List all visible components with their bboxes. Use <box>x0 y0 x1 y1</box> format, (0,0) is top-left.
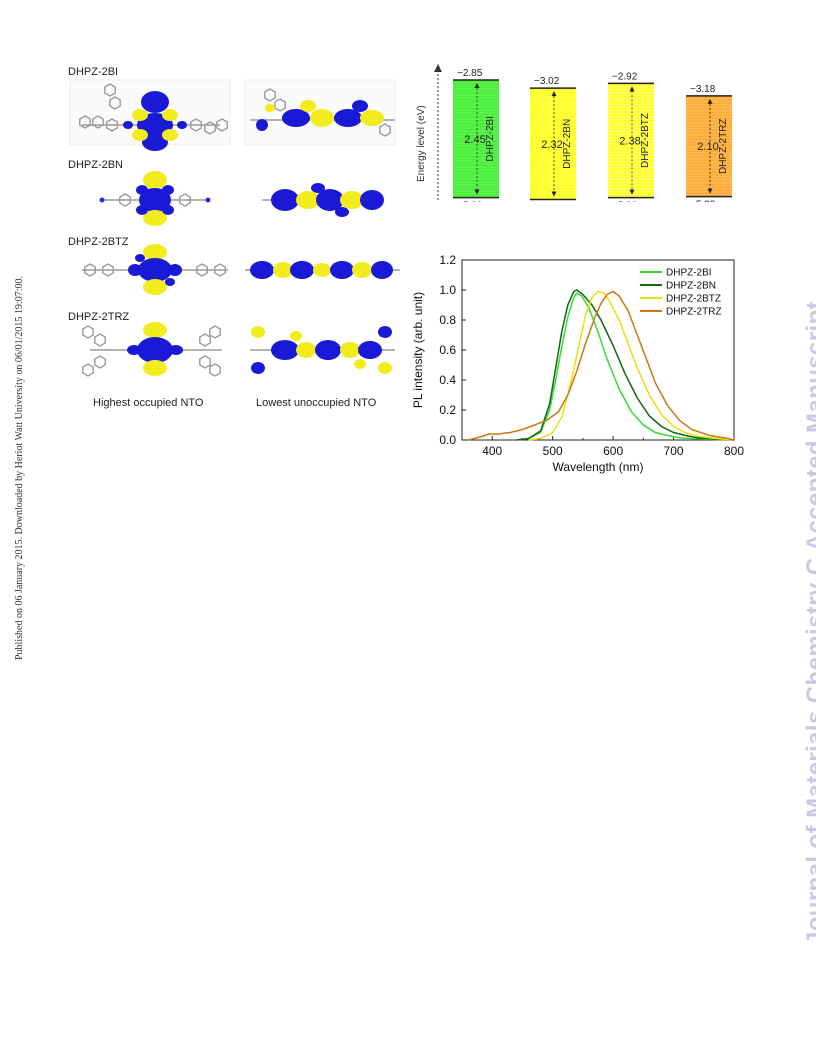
homo-value-dhpz-2btz: −5.30 <box>612 201 638 202</box>
x-tick-label: 700 <box>664 444 684 458</box>
y-tick-label: 0.0 <box>439 433 456 447</box>
y-tick-label: 0.4 <box>439 373 456 387</box>
legend-label-dhpz-2bi: DHPZ-2BI <box>666 268 712 279</box>
journal-watermark: Journal of Materials Chemistry C Accepte… <box>802 300 816 945</box>
energy-bar-dhpz-2bn <box>530 88 576 200</box>
homo-2trz <box>82 322 222 377</box>
energy-bar-dhpz-2btz <box>608 83 654 198</box>
pl-spectrum-chart: 400 500 600 700 800 0.0 0.2 0.4 0.6 0.8 1.0 1.2 DHP… <box>411 253 744 474</box>
gap-value-dhpz-2bn: 2.32 <box>541 139 562 151</box>
gap-arrow-head-dhpz-2bn <box>551 91 557 97</box>
legend-label-dhpz-2btz: DHPZ-2BTZ <box>666 294 721 305</box>
molecule-label-2bi: DHPZ-2BI <box>68 66 119 78</box>
legend-label-dhpz-2bn: DHPZ-2BN <box>666 281 716 292</box>
y-tick-label: 1.0 <box>439 283 456 297</box>
lumo-2bn <box>262 183 384 217</box>
lumo-caption: Lowest unoccupied NTO <box>256 397 377 409</box>
gap-arrow-tail-dhpz-2trz <box>707 188 713 194</box>
gap-arrow-head-dhpz-2bi <box>474 83 480 88</box>
molecule-label-2btz: DHPZ-2BTZ <box>68 236 129 248</box>
lumo-value-dhpz-2trz: −3.18 <box>690 84 716 95</box>
x-tick-label: 400 <box>482 444 502 458</box>
gap-value-dhpz-2trz: 2.10 <box>697 141 718 153</box>
gap-value-dhpz-2btz: 2.38 <box>619 135 640 147</box>
x-tick-label: 600 <box>603 444 623 458</box>
energy-level-diagram: Energy level (eV) −2.85 −5.30 2.45DHPZ-2BI… <box>416 64 732 202</box>
gap-arrow-tail-dhpz-2btz <box>629 189 635 195</box>
homo-value-dhpz-2trz: −5.28 <box>690 200 716 202</box>
series-line-dhpz-2trz <box>467 290 735 441</box>
energy-axis-label: Energy level (eV) <box>416 105 427 182</box>
lumo-2trz <box>250 326 395 374</box>
y-tick-label: 0.6 <box>439 343 456 357</box>
x-tick-label: 500 <box>543 444 563 458</box>
gap-arrow-tail-dhpz-2bi <box>474 189 480 195</box>
lumo-value-dhpz-2btz: −2.92 <box>612 71 638 82</box>
lumo-2bi <box>244 79 396 146</box>
bar-name-dhpz-2trz: DHPZ-2TRZ <box>718 118 729 174</box>
homo-value-dhpz-2bi: −5.30 <box>457 201 483 202</box>
x-tick-label: 800 <box>724 444 744 458</box>
homo-2bn <box>99 171 211 226</box>
homo-2btz <box>82 244 228 295</box>
homo-caption: Highest occupied NTO <box>93 397 204 409</box>
y-tick-label: 0.2 <box>439 403 456 417</box>
lumo-value-dhpz-2bi: −2.85 <box>457 68 483 79</box>
lumo-2btz <box>245 261 400 279</box>
y-tick-label: 1.2 <box>439 253 456 267</box>
lumo-value-dhpz-2bn: −3.02 <box>534 76 560 87</box>
gap-arrow-head-dhpz-2trz <box>707 98 713 104</box>
gap-arrow-head-dhpz-2btz <box>629 86 635 92</box>
series-line-dhpz-2btz <box>528 290 735 441</box>
bar-name-dhpz-2bn: DHPZ-2BN <box>562 119 573 169</box>
bar-name-dhpz-2btz: DHPZ-2BTZ <box>640 113 651 168</box>
energy-bar-dhpz-2bi <box>453 80 499 198</box>
gap-arrow-tail-dhpz-2bn <box>551 191 557 197</box>
bar-name-dhpz-2bi: DHPZ-2BI <box>485 116 496 162</box>
x-axis-label: Wavelength (nm) <box>553 460 644 474</box>
energy-axis-arrow <box>434 64 442 72</box>
nto-orbital-figure <box>69 79 400 377</box>
energy-bar-dhpz-2trz <box>686 95 732 197</box>
homo-2bi <box>69 79 231 151</box>
molecule-label-2trz: DHPZ-2TRZ <box>68 311 130 323</box>
molecule-label-2bn: DHPZ-2BN <box>68 159 124 171</box>
y-tick-label: 0.8 <box>439 313 456 327</box>
gap-value-dhpz-2bi: 2.45 <box>464 134 485 146</box>
legend-label-dhpz-2trz: DHPZ-2TRZ <box>666 307 722 318</box>
y-axis-label: PL intensity (arb. unit) <box>411 292 425 408</box>
